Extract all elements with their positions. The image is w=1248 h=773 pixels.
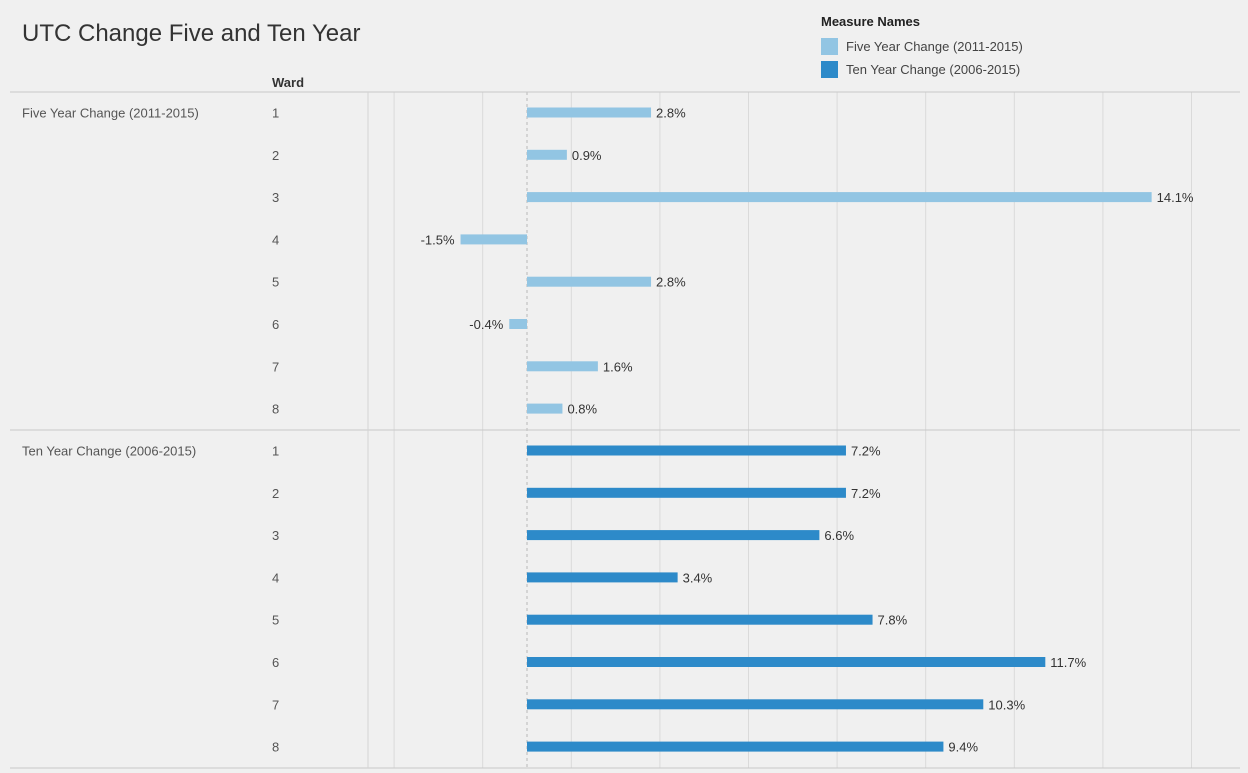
ward-label: 4 [272, 232, 279, 247]
ward-label: 1 [272, 444, 279, 459]
bar [527, 276, 652, 287]
ward-label: 5 [272, 275, 279, 290]
data-label: 1.6% [603, 359, 633, 374]
data-label: -0.4% [469, 317, 503, 332]
data-label: 14.1% [1157, 190, 1194, 205]
ward-label: 1 [272, 106, 279, 121]
bar [460, 234, 527, 245]
data-label: -1.5% [421, 232, 455, 247]
row-header-ward: Ward [272, 75, 304, 90]
legend-item-ten-year[interactable]: Ten Year Change (2006-2015) [821, 58, 1023, 81]
ward-label: 8 [272, 402, 279, 417]
data-label: 10.3% [988, 697, 1025, 712]
bar [527, 487, 846, 498]
bar [527, 614, 873, 625]
bar [527, 192, 1152, 203]
data-label: 2.8% [656, 106, 686, 121]
ward-label: 6 [272, 655, 279, 670]
data-label: 9.4% [948, 740, 978, 755]
ward-label: 2 [272, 148, 279, 163]
ward-label: 3 [272, 190, 279, 205]
legend-swatch-ten-year [821, 61, 838, 78]
ward-label: 5 [272, 613, 279, 628]
legend-title: Measure Names [821, 14, 920, 29]
ward-label: 4 [272, 570, 279, 585]
ward-label: 8 [272, 740, 279, 755]
legend: Measure Names Five Year Change (2011-201… [821, 14, 1023, 81]
ward-label: 2 [272, 486, 279, 501]
bar [527, 361, 598, 372]
legend-label-ten-year: Ten Year Change (2006-2015) [846, 62, 1021, 77]
bar [527, 149, 567, 160]
bar [527, 403, 563, 414]
bar [527, 741, 944, 752]
bar [527, 572, 678, 583]
data-label: 2.8% [656, 275, 686, 290]
legend-swatch-five-year [821, 38, 838, 55]
data-label: 3.4% [683, 570, 713, 585]
bar [527, 107, 652, 118]
data-label: 0.8% [567, 402, 597, 417]
bar [527, 445, 846, 456]
bar [527, 699, 984, 710]
data-label: 7.2% [851, 486, 881, 501]
ward-label: 7 [272, 359, 279, 374]
section-label: Five Year Change (2011-2015) [22, 106, 199, 121]
data-label: 0.9% [572, 148, 602, 163]
chart-title: UTC Change Five and Ten Year [22, 20, 361, 47]
section-label: Ten Year Change (2006-2015) [22, 444, 196, 459]
data-label: 11.7% [1050, 655, 1086, 670]
bar [527, 530, 820, 541]
legend-item-five-year[interactable]: Five Year Change (2011-2015) [821, 35, 1023, 58]
data-label: 7.8% [878, 613, 908, 628]
data-label: 6.6% [824, 528, 854, 543]
ward-label: 6 [272, 317, 279, 332]
ward-label: 3 [272, 528, 279, 543]
legend-label-five-year: Five Year Change (2011-2015) [846, 39, 1023, 54]
bar [509, 319, 527, 329]
bar [527, 657, 1046, 667]
data-label: 7.2% [851, 444, 881, 459]
ward-label: 7 [272, 697, 279, 712]
